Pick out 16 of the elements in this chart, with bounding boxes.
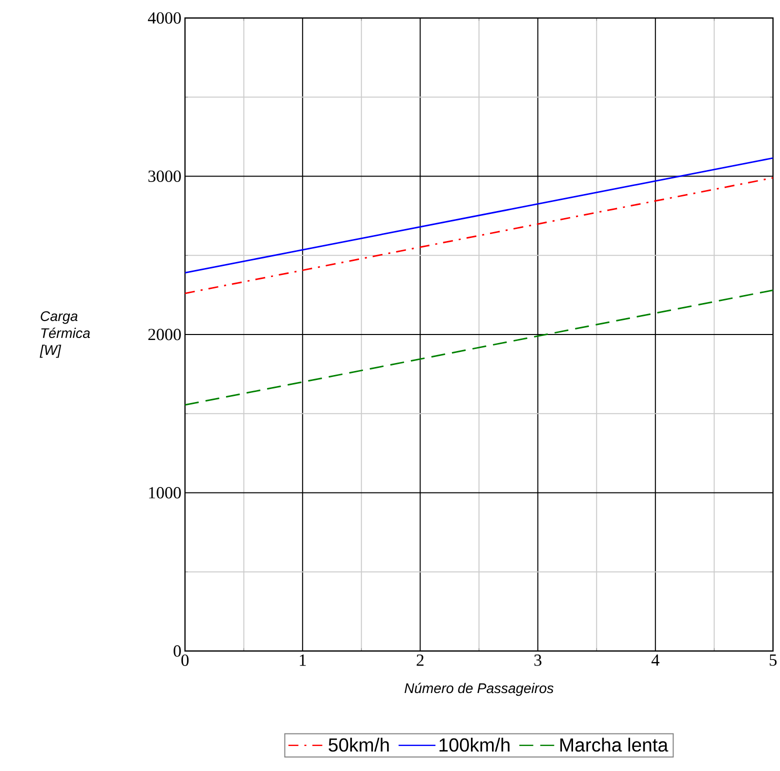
x-tick-label: 2 — [416, 654, 424, 666]
y-tick-label: 3000 — [148, 170, 181, 182]
x-axis-title: Número de Passageiros — [404, 682, 554, 696]
x-tick-label: 1 — [300, 654, 306, 666]
x-tick-label: 3 — [534, 654, 542, 666]
legend-label: Marcha lenta — [560, 738, 668, 752]
y-tick-label: 0 — [174, 645, 181, 657]
x-tick-label: 5 — [770, 654, 777, 666]
legend-label: 100km/h — [440, 738, 510, 752]
x-tick-label: 4 — [652, 654, 660, 666]
legend-label: 50km/h — [328, 738, 389, 752]
y-tick-label: 4000 — [148, 12, 181, 24]
x-tick-label: 0 — [181, 654, 189, 666]
y-tick-label: 2000 — [148, 328, 181, 340]
y-tick-label: 1000 — [149, 487, 181, 498]
y-axis-title: Carga Térmica [W] — [40, 311, 90, 358]
